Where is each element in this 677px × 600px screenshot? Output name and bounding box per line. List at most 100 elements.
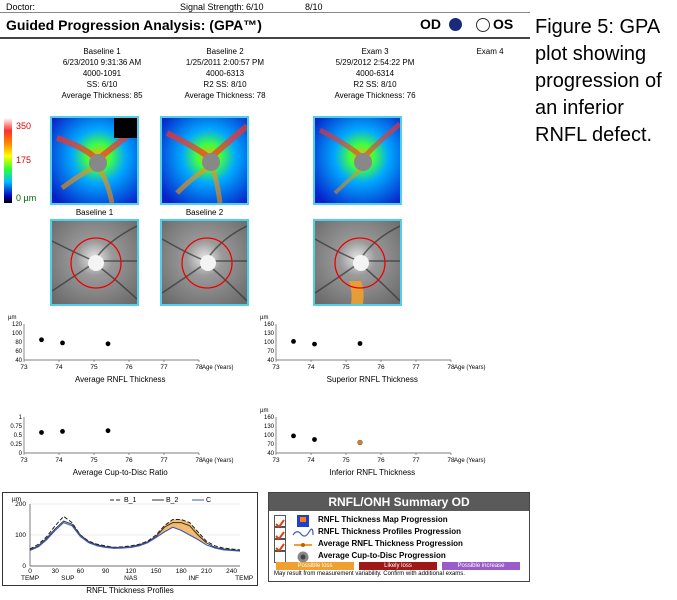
profile-region-label: INF: [189, 575, 200, 582]
x-tick-label: 77: [412, 457, 420, 464]
profile-x-tick: 210: [201, 568, 212, 575]
figure-caption: Figure 5: GPA plot showing progression o…: [535, 16, 662, 146]
data-point: [312, 437, 317, 442]
profile-legend-label: B_2: [166, 497, 179, 504]
os-label[interactable]: OS: [493, 16, 514, 32]
data-point: [291, 339, 296, 344]
od-radio-selected-icon[interactable]: [449, 18, 462, 31]
y-tick-label: 160: [264, 415, 275, 421]
colorbar-mid-label: 175: [16, 155, 32, 165]
exam-id: 4000-6314: [355, 69, 395, 78]
profile-x-tick: 180: [176, 568, 187, 575]
thickness-map-icon: [292, 514, 314, 532]
x-axis-title: Age (Years): [454, 458, 485, 464]
summary-title: RNFL/ONH Summary OD: [269, 493, 529, 511]
exam-name: Baseline 1: [83, 47, 121, 56]
y-tick-label: 0.25: [10, 442, 22, 448]
y-tick-label: 0.75: [10, 424, 22, 430]
summary-footnote: May result from measurement variability.…: [274, 571, 465, 577]
data-point: [105, 428, 111, 434]
x-tick-label: 73: [20, 364, 28, 371]
data-point: [357, 341, 363, 346]
exam-name: Baseline 2: [206, 47, 244, 56]
x-tick-label: 76: [125, 457, 133, 464]
profile-y-tick: 100: [15, 532, 26, 539]
exam-avg-thickness: Average Thickness: 76: [334, 91, 416, 100]
exam-id: 4000-6313: [205, 69, 245, 78]
y-tick-label: 100: [12, 331, 23, 337]
profile-x-tick: 30: [52, 568, 60, 575]
x-axis-title: Age (Years): [202, 365, 233, 371]
exam-meta-baseline-2: Baseline 2 1/25/2011 2:00:57 PM 4000-631…: [165, 46, 285, 101]
x-tick-label: 75: [90, 457, 98, 464]
x-tick-label: 74: [307, 457, 315, 464]
exam-avg-thickness: Average Thickness: 85: [61, 91, 143, 100]
progression-checkbox[interactable]: [274, 527, 286, 541]
fundus-caption-baseline-1: Baseline 1: [75, 208, 114, 217]
colorbar-top-label: 350: [16, 121, 32, 131]
thickness-map-exam-3[interactable]: [313, 116, 402, 205]
thickness-map-image: [52, 118, 137, 203]
y-tick-label: 70: [267, 349, 274, 355]
profile-x-tick: 60: [77, 568, 85, 575]
cdr-chart: 1 0.75 0.5 0.25 073 74 75 76 77 78 Age (Years) Aver…: [10, 415, 233, 477]
summary-panel: RNFL/ONH Summary OD: [268, 492, 530, 582]
chart-title: Average Cup-to-Disc Ratio: [73, 468, 169, 477]
data-point: [312, 341, 317, 347]
progression-checkbox[interactable]: [274, 515, 286, 529]
summary-legend-chip: Likely loss: [359, 562, 437, 570]
signal-strength-1: 6/10: [246, 2, 264, 12]
od-label[interactable]: OD: [420, 16, 441, 32]
profile-chart-frame: [2, 492, 258, 586]
profile-wave-icon: [292, 526, 314, 544]
chart-title: Superior RNFL Thickness: [327, 375, 418, 384]
fundus-caption-baseline-2: Baseline 2: [185, 208, 224, 217]
exam-meta-baseline-1: Baseline 1 6/23/2010 9:31:36 AM 4000-109…: [42, 46, 162, 101]
y-tick-label: 1: [19, 415, 23, 421]
um-label: µm: [260, 315, 268, 321]
exam-ss: R2 SS: 8/10: [353, 80, 397, 89]
fundus-image-exam-3[interactable]: [313, 219, 402, 306]
fundus-image: [52, 221, 137, 304]
title-divider: [0, 37, 530, 39]
y-tick-label: 40: [267, 358, 274, 364]
exam-meta-exam-3: Exam 3 5/29/2012 2:54:22 PM 4000-6314 R2…: [315, 46, 435, 101]
um-label: µm: [260, 408, 268, 414]
progression-checkbox[interactable]: [274, 539, 286, 553]
profile-y-tick: 200: [15, 501, 26, 508]
os-radio-icon[interactable]: [476, 18, 490, 32]
x-tick-label: 76: [377, 457, 385, 464]
fundus-image: [315, 221, 400, 304]
x-tick-label: 73: [20, 457, 28, 464]
profile-region-label: TEMP: [235, 575, 253, 582]
fundus-image-baseline-1[interactable]: [50, 219, 139, 306]
exam-ss: SS: 6/10: [86, 80, 118, 89]
profile-x-tick: 120: [125, 568, 136, 575]
profile-y-tick: 0: [22, 563, 26, 570]
y-tick-label: 100: [264, 433, 275, 439]
y-tick-label: 0.5: [14, 433, 23, 439]
profile-series-line: [29, 520, 241, 551]
thickness-map-baseline-1[interactable]: [50, 116, 139, 205]
x-tick-label: 73: [272, 457, 280, 464]
profile-x-tick: 90: [102, 568, 110, 575]
profile-x-tick: 240: [226, 568, 237, 575]
doctor-label: Doctor:: [6, 2, 36, 12]
chart-title: Average RNFL Thickness: [75, 375, 166, 384]
y-tick-label: 130: [264, 424, 275, 430]
data-point: [39, 430, 44, 435]
fundus-image-baseline-2[interactable]: [160, 219, 249, 306]
y-tick-label: 60: [15, 349, 22, 355]
y-tick-label: 40: [267, 451, 274, 457]
chart-title: Inferior RNFL Thickness: [329, 468, 415, 477]
x-tick-label: 76: [125, 364, 133, 371]
average-trend-icon: [292, 538, 314, 556]
thickness-map-baseline-2[interactable]: [160, 116, 249, 205]
x-tick-label: 74: [55, 364, 63, 371]
profile-series-line: [29, 515, 241, 551]
profile-x-tick: 0: [28, 568, 32, 575]
x-tick-label: 75: [90, 364, 98, 371]
